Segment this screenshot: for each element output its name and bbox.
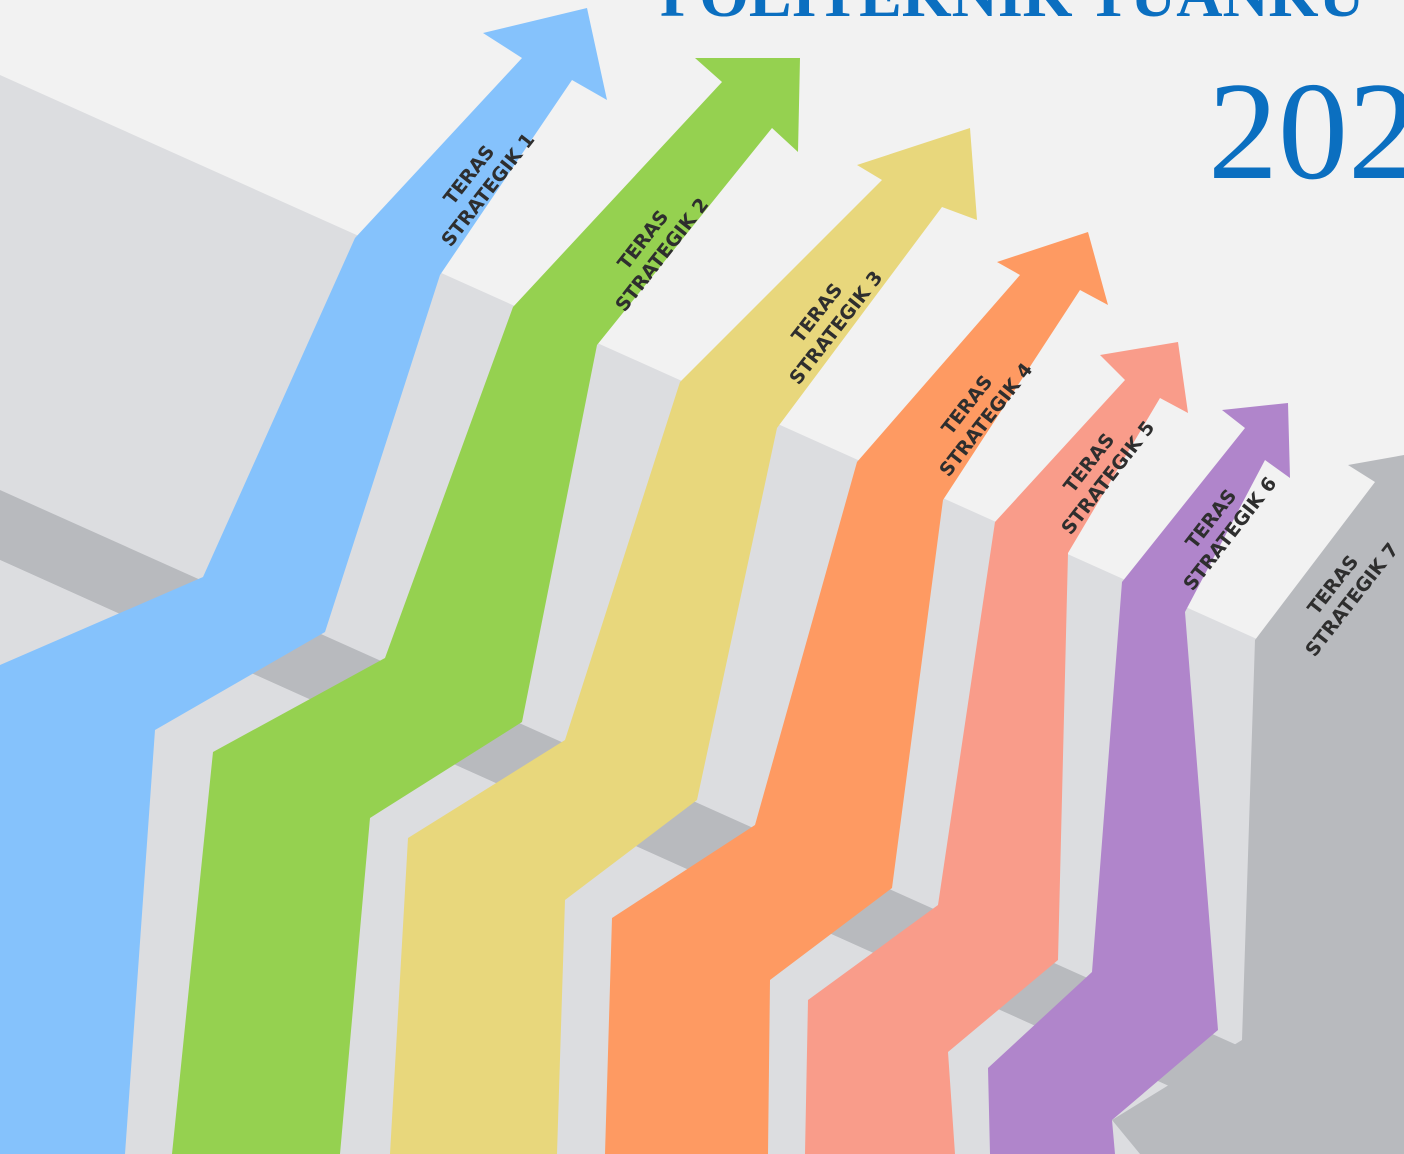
year: 202 <box>1208 54 1404 209</box>
title: POLITEKNIK TUANKU <box>660 0 1365 30</box>
page: TERASSTRATEGIK 1TERASSTRATEGIK 2TERASSTR… <box>0 0 1404 1154</box>
infographic: TERASSTRATEGIK 1TERASSTRATEGIK 2TERASSTR… <box>0 0 1404 1154</box>
